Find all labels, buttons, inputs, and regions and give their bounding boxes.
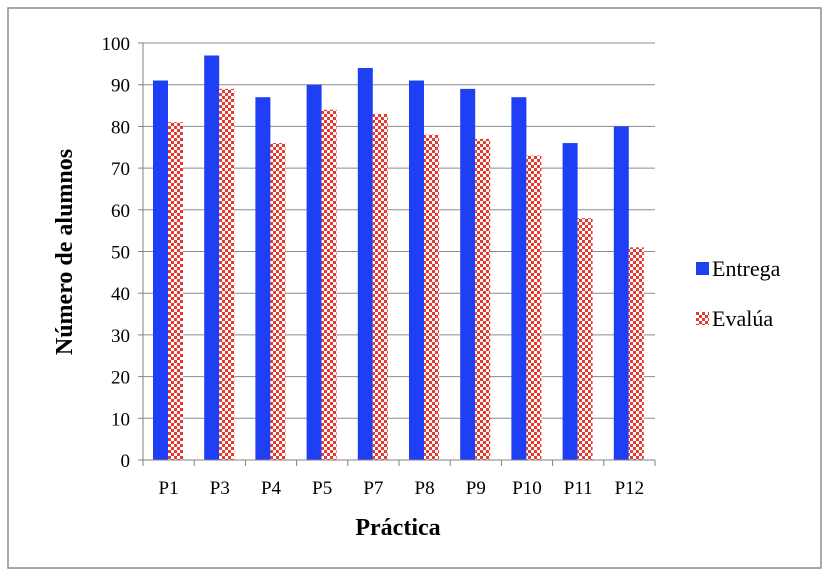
bar-evalúa-p9 (475, 138, 491, 460)
legend-label: Evalúa (712, 306, 773, 331)
bar-entrega-p11 (562, 143, 578, 460)
bar-evalúa-p3 (219, 88, 235, 461)
y-tick-label: 50 (111, 243, 130, 264)
legend-swatch (696, 262, 709, 275)
x-tick-label: P9 (466, 478, 486, 499)
bar-evalúa-p10 (526, 155, 542, 460)
x-axis-label: Práctica (355, 515, 440, 541)
y-tick-label: 30 (111, 326, 130, 347)
y-tick-label: 20 (111, 368, 130, 389)
bar-entrega-p8 (409, 80, 424, 460)
legend-swatch (696, 312, 709, 325)
y-tick-label: 0 (121, 451, 131, 472)
bar-evalúa-p11 (577, 218, 593, 460)
bar-entrega-p9 (460, 88, 476, 461)
y-tick-label: 100 (102, 34, 131, 55)
bar-evalúa-p4 (270, 143, 286, 460)
axes (138, 42, 656, 466)
x-tick-labels: P1 P3 P4 P5 P7 P8 P9 P10 P11 P12 (159, 478, 645, 499)
x-tick-label: P10 (512, 478, 542, 499)
legend: Entrega Evalúa (696, 256, 781, 331)
bar-entrega-p3 (204, 55, 220, 460)
y-axis-label: Número de alumnos (52, 149, 78, 355)
x-tick-label: P8 (415, 478, 435, 499)
x-tick-label: P3 (210, 478, 230, 499)
x-tick-label: P11 (564, 478, 593, 499)
bar-evalúa-p12 (628, 247, 644, 460)
x-tick-label: P1 (159, 478, 179, 499)
y-tick-label: 70 (111, 159, 130, 180)
bar-evalúa-p8 (424, 134, 439, 461)
bar-entrega-p10 (511, 97, 527, 461)
y-tick-label: 80 (111, 117, 130, 138)
bars (153, 55, 644, 461)
y-tick-label: 10 (111, 409, 130, 430)
bar-entrega-p4 (255, 97, 271, 461)
bar-evalúa-p7 (372, 113, 388, 460)
y-tick-label: 40 (111, 284, 130, 305)
bar-evalúa-p5 (321, 109, 337, 460)
x-tick-label: P4 (261, 478, 282, 499)
x-tick-label: P5 (312, 478, 332, 499)
bar-entrega-p7 (357, 68, 373, 461)
legend-item-entrega: Entrega (696, 256, 781, 281)
bar-entrega-p1 (153, 80, 168, 460)
bar-evalúa-p1 (168, 122, 183, 460)
bar-entrega-p5 (306, 84, 322, 460)
x-tick-label: P7 (363, 478, 383, 499)
y-tick-label: 90 (111, 76, 130, 97)
y-tick-labels: 0 10 20 30 40 50 60 70 80 90 100 (102, 34, 131, 472)
legend-item-evalúa: Evalúa (696, 306, 773, 331)
y-tick-label: 60 (111, 201, 130, 222)
bar-entrega-p12 (613, 126, 629, 461)
legend-label: Entrega (712, 256, 781, 281)
x-tick-label: P12 (615, 478, 645, 499)
